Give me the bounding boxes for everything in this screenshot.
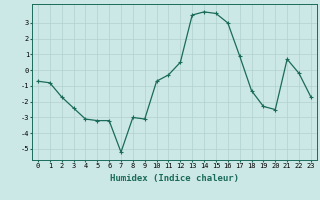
X-axis label: Humidex (Indice chaleur): Humidex (Indice chaleur)	[110, 174, 239, 183]
